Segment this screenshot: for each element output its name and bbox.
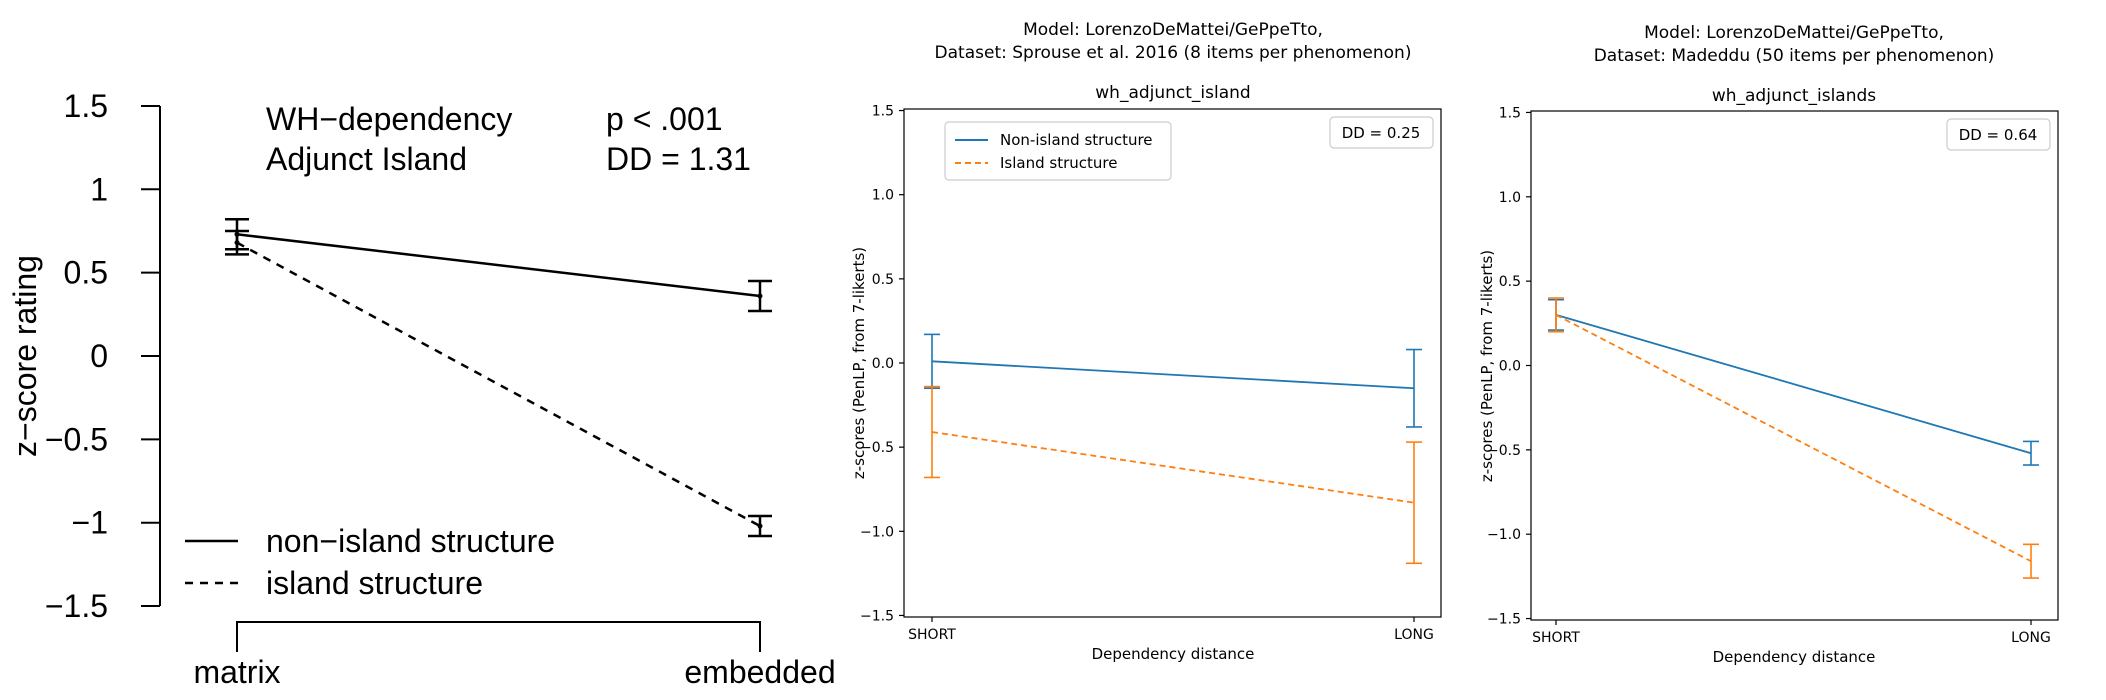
series-line-island (236, 241, 761, 528)
series-line-non-island (931, 360, 1415, 390)
y-tick-label: −1 (72, 505, 108, 541)
y-tick-label: −1.5 (1487, 612, 1521, 628)
series-line-non-island (236, 233, 761, 298)
suptitle-line-1: Model: LorenzoDeMattei/GePpeTto, (1023, 20, 1323, 40)
y-tick-label: 0 (90, 338, 108, 374)
y-tick-label: 0.5 (64, 255, 108, 291)
x-tick-label: embedded (684, 654, 835, 690)
x-tick-label: SHORT (908, 627, 956, 643)
y-tick-label: −1.0 (860, 524, 894, 540)
y-tick-label: 1.0 (1499, 190, 1521, 206)
plot-series (1548, 297, 2039, 579)
y-tick-label: 0.0 (1499, 359, 1521, 375)
x-axis-label: Dependency distance (1092, 645, 1255, 663)
dd-label: DD = 0.25 (1342, 124, 1421, 142)
suptitle-line-2: Dataset: Sprouse et al. 2016 (8 items pe… (935, 43, 1412, 63)
legend-label: non−island structure (266, 523, 555, 559)
legend: non−island structure island structure (185, 523, 555, 601)
plot-series (924, 333, 1422, 565)
y-ticks: 1.5 1.0 0.5 0.0 −0.5 −1.0 −1.5 (1487, 105, 1531, 628)
panel-sprouse-original: 1.5 1 0.5 0 −0.5 −1 −1.5 z−score rating matrix… (7, 88, 836, 690)
x-ticks: SHORT LONG (908, 617, 1434, 643)
y-tick-label: −0.5 (1487, 443, 1521, 459)
x-axis-label: Dependency distance (1713, 648, 1876, 666)
x-tick-label: LONG (2011, 630, 2051, 646)
legend-label: Non-island structure (1000, 131, 1153, 149)
y-tick-label: 1.5 (64, 88, 108, 124)
panel-sprouse-gepetto: Model: LorenzoDeMattei/GePpeTto, Dataset… (850, 20, 1442, 663)
plot-frame (903, 108, 1442, 618)
legend-label: Island structure (1000, 154, 1117, 172)
y-tick-label: 1.5 (872, 104, 894, 120)
annotation-phenomenon: WH−dependency (266, 101, 512, 137)
y-axis-label: z-scores (PenLP, from 7-likerts) (1478, 250, 1496, 482)
annotation-pvalue: p < .001 (606, 101, 723, 137)
plot-title: wh_adjunct_island (1095, 83, 1250, 103)
series-line-island (931, 431, 1415, 504)
dd-label: DD = 0.64 (1959, 126, 2038, 144)
suptitle-line-1: Model: LorenzoDeMattei/GePpeTto, (1644, 23, 1944, 43)
y-tick-label: 1.5 (1499, 105, 1521, 121)
y-ticks: 1.5 1 0.5 0 −0.5 −1 −1.5 (45, 88, 160, 624)
series-line-island (1555, 314, 2032, 562)
dd-box-frame (1946, 118, 2051, 151)
y-tick-label: −1.0 (1487, 527, 1521, 543)
y-tick-label: 1.0 (872, 188, 894, 204)
legend-label: island structure (266, 565, 483, 601)
dd-box: DD = 0.25 (1329, 116, 1434, 149)
x-tick-label: LONG (1394, 627, 1434, 643)
y-tick-label: 0.0 (872, 356, 894, 372)
y-tick-label: −0.5 (860, 440, 894, 456)
y-axis-label: z−score rating (7, 255, 43, 457)
y-axis-label: z-scores (PenLP, from 7-likerts) (850, 247, 868, 479)
y-tick-label: −1.5 (45, 588, 108, 624)
x-ticks: SHORT LONG (1532, 620, 2051, 646)
data-point-island (757, 523, 763, 529)
annotation-island-type: Adjunct Island (266, 141, 467, 177)
legend-frame (944, 121, 1172, 181)
y-tick-label: 1 (90, 171, 108, 207)
y-ticks: 1.5 1.0 0.5 0.0 −0.5 −1.0 −1.5 (860, 104, 904, 624)
x-tick-label: SHORT (1532, 630, 1580, 646)
y-tick-label: 0.5 (872, 272, 894, 288)
x-tick-label: matrix (193, 654, 280, 690)
legend: Non-island structure Island structure (944, 121, 1172, 181)
plot-series (225, 218, 772, 538)
annotation-dd: DD = 1.31 (606, 141, 751, 177)
dd-box-frame (1329, 116, 1434, 149)
suptitle-line-2: Dataset: Madeddu (50 items per phenomeno… (1594, 46, 1995, 66)
y-tick-label: 0.5 (1499, 274, 1521, 290)
y-tick-label: −0.5 (45, 421, 108, 457)
panel-madeddu-gepetto: Model: LorenzoDeMattei/GePpeTto, Dataset… (1478, 23, 2059, 666)
plot-frame (1530, 110, 2059, 621)
y-tick-label: −1.5 (860, 608, 894, 624)
plot-title: wh_adjunct_islands (1712, 86, 1876, 106)
dd-box: DD = 0.64 (1946, 118, 2051, 151)
series-line-non-island (1555, 314, 2032, 455)
x-axis-bracket (236, 621, 761, 652)
